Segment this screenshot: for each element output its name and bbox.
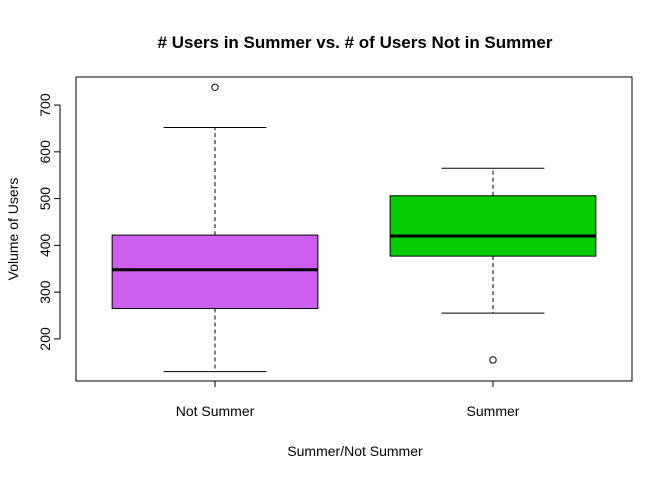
box-body: [389, 195, 597, 257]
y-axis-label: Volume of Users: [5, 178, 21, 281]
x-tick-label: Summer: [467, 403, 520, 419]
y-axis: 200 300 400 500 600 700: [37, 93, 61, 351]
outlier-point: [211, 83, 219, 91]
y-tick-label: 700: [37, 93, 53, 117]
outlier-point: [489, 356, 497, 364]
box-summer: [389, 167, 597, 364]
y-tick-label: 400: [37, 233, 53, 257]
y-tick-label: 200: [37, 327, 53, 351]
x-axis-label: Summer/Not Summer: [287, 443, 423, 459]
y-tick-label: 300: [37, 280, 53, 304]
chart-title: # Users in Summer vs. # of Users Not in …: [158, 33, 553, 52]
y-tick-label: 500: [37, 187, 53, 211]
boxes-layer: [111, 83, 597, 373]
box-not-summer: [111, 83, 319, 373]
y-tick-label: 600: [37, 140, 53, 164]
x-tick-label: Not Summer: [176, 403, 255, 419]
box-body: [111, 234, 319, 310]
x-axis: Not Summer Summer: [176, 380, 520, 419]
